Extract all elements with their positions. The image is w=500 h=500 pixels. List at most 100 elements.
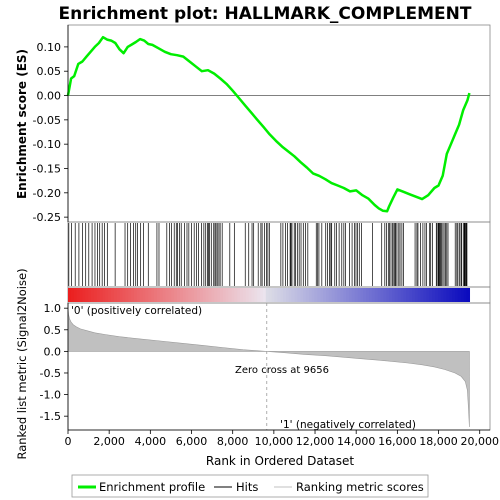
hits-plot-area [68,223,468,286]
heatmap-cell [133,288,138,302]
heatmap-cell [268,288,273,302]
heatmap-cell [168,288,172,302]
heatmap-cell [162,288,167,302]
heatmap-cell [391,288,396,302]
heatmap-cell [354,288,359,302]
enrichment-profile-line [66,35,471,213]
heatmap-cell [205,288,210,302]
heatmap-cell [119,288,124,302]
legend-metric-label: Ranking metric scores [296,480,424,494]
heatmap-cell [68,288,72,302]
heatmap-cell [265,288,270,302]
heatmap-cell [90,288,95,302]
legend-hits-label: Hits [236,480,258,494]
legend-profile-label: Enrichment profile [99,480,205,494]
heatmap-cell [429,288,433,302]
heatmap-cell [131,288,135,302]
heatmap-cell [248,288,253,302]
x-tick-label: 2,000 [93,435,125,448]
heatmap-cell [277,288,281,302]
heatmap-cell [125,288,129,302]
heatmap-cell [377,288,382,302]
es-y-tick-label: 0.05 [37,65,62,78]
chart-title: Enrichment plot: HALLMARK_COMPLEMENT [58,4,471,24]
heatmap-cell [211,288,215,302]
heatmap-cell [326,288,330,302]
heatmap-cell [214,288,218,302]
x-axis-title: Rank in Ordered Dataset [206,454,354,468]
es-y-tick-label: -0.05 [33,114,61,127]
x-tick-label: 10,000 [255,435,294,448]
heatmap-cell [76,288,81,302]
heatmap-cell [397,288,402,302]
x-tick-label: 20,000 [460,435,499,448]
heatmap-cell [182,288,187,302]
heatmap-cell [88,288,92,302]
heatmap-cell [228,288,233,302]
negative-correlation-label: '1' (negatively correlated) [280,419,416,431]
heatmap-cell [452,288,456,302]
heatmap-cell [262,288,267,302]
heatmap-cell [348,288,353,302]
heatmap-cell [197,288,201,302]
heatmap-cell [108,288,112,302]
heatmap-cell [394,288,399,302]
heatmap-cell [242,288,247,302]
heatmap-cell [148,288,152,302]
heatmap-cell [297,288,301,302]
heatmap-cell [99,288,104,302]
metric-y-tick-label: -1.0 [40,389,61,402]
heatmap-cell [219,288,224,302]
heatmap-cell [154,288,158,302]
heatmap-cell [85,288,89,302]
legend: Enrichment profile Hits Ranking metric s… [71,474,429,498]
heatmap-cell [191,288,195,302]
heatmap-cell [432,288,436,302]
heatmap-cell [274,288,278,302]
heatmap-cell [234,288,238,302]
heatmap-cell [136,288,141,302]
heatmap-cell [317,288,321,302]
x-tick-label: 4,000 [135,435,167,448]
metric-plot-area [67,303,470,430]
heatmap-cell [323,288,327,302]
heatmap-cell [188,288,192,302]
heatmap-cell [185,288,190,302]
heatmap-cell [73,288,78,302]
metric-y-tick-label: 0.5 [44,324,62,337]
heatmap-cell [437,288,442,302]
heatmap-cell [455,288,459,302]
metric-y-tick-label: 1.0 [44,302,62,315]
heatmap-cell [386,288,390,302]
heatmap-cell [449,288,453,302]
es-y-tick-label: 0.10 [37,41,62,54]
heatmap-cell [409,288,413,302]
heatmap-cell [171,288,175,302]
heatmap-cell [145,288,149,302]
heatmap-cell [403,288,407,302]
heatmap-cell [346,288,350,302]
heatmap-cell [260,288,264,302]
heatmap-cell [303,288,307,302]
heatmap-cell [383,288,387,302]
legend-box [71,474,429,498]
heatmap-cell [412,288,416,302]
heatmap-cell [222,288,227,302]
metric-y-tick-label: -1.5 [40,410,61,423]
heatmap-cell [217,288,221,302]
metric-y-tick-label: 0.0 [44,345,62,358]
heatmap-cell [374,288,379,302]
heatmap-cell [311,288,316,302]
x-tick-label: 0 [65,435,72,448]
heatmap-cell [116,288,121,302]
heatmap-cell [283,288,287,302]
heatmap-cell [460,288,465,302]
heatmap-cell [194,288,198,302]
heatmap-cell [334,288,339,302]
heatmap-cell [426,288,430,302]
es-y-tick-label: -0.25 [33,211,61,224]
heatmap-cell [70,288,75,302]
heatmap-cell [288,288,293,302]
rank-heatmap [68,288,471,302]
